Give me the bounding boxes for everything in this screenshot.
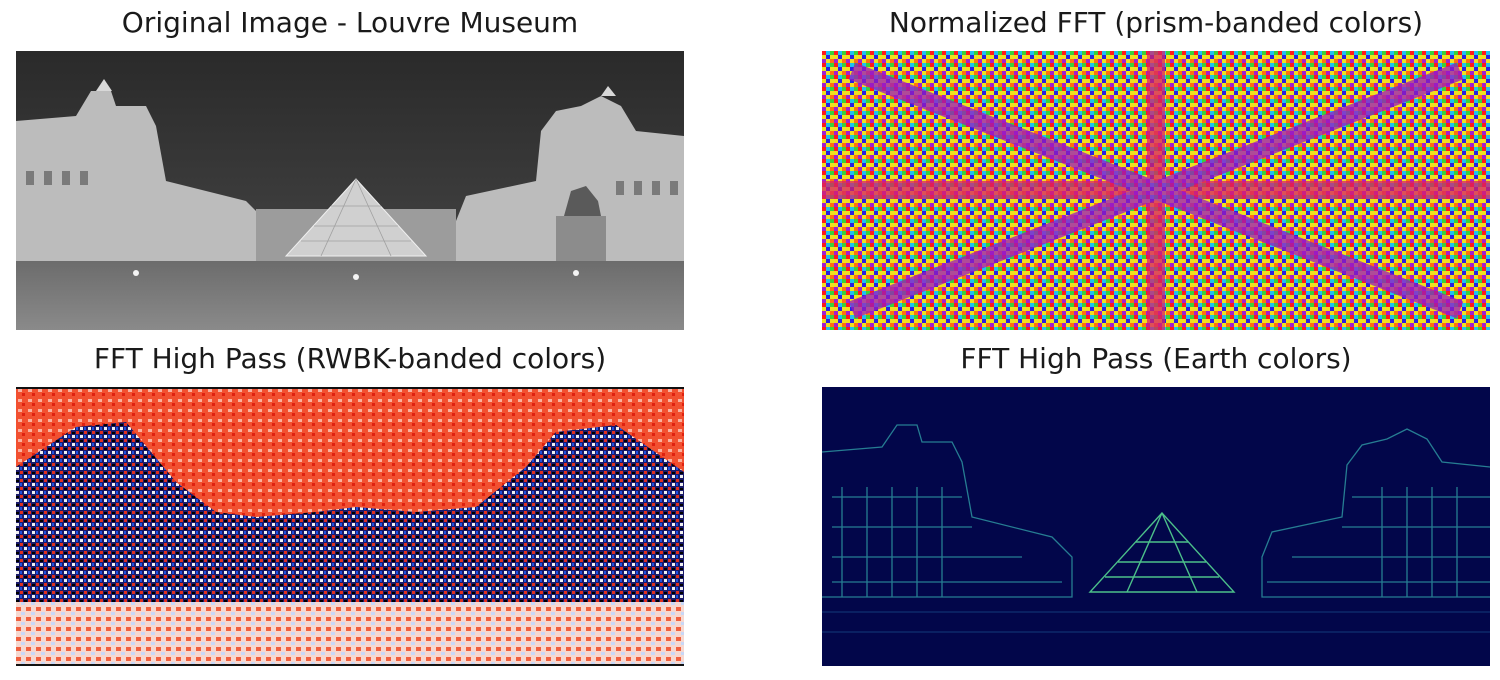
fft-high-pass-earth — [822, 387, 1490, 666]
original-image-louvre — [16, 51, 684, 330]
fft-prism-illustration — [822, 51, 1490, 330]
fft-high-pass-rwbk — [16, 387, 684, 666]
louvre-photo-illustration — [16, 51, 684, 330]
high-pass-rwbk-illustration — [16, 387, 684, 666]
panel-title-high-pass-rwbk: FFT High Pass (RWBK-banded colors) — [93, 342, 607, 375]
panel-title-high-pass-earth: FFT High Pass (Earth colors) — [960, 342, 1352, 375]
panel-title-original: Original Image - Louvre Museum — [121, 6, 579, 39]
normalized-fft-prism — [822, 51, 1490, 330]
panel-title-normalized-fft: Normalized FFT (prism-banded colors) — [888, 6, 1424, 39]
high-pass-earth-illustration — [822, 387, 1490, 666]
